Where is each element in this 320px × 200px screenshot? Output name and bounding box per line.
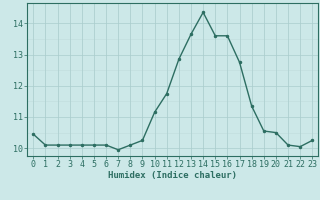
X-axis label: Humidex (Indice chaleur): Humidex (Indice chaleur) [108,171,237,180]
